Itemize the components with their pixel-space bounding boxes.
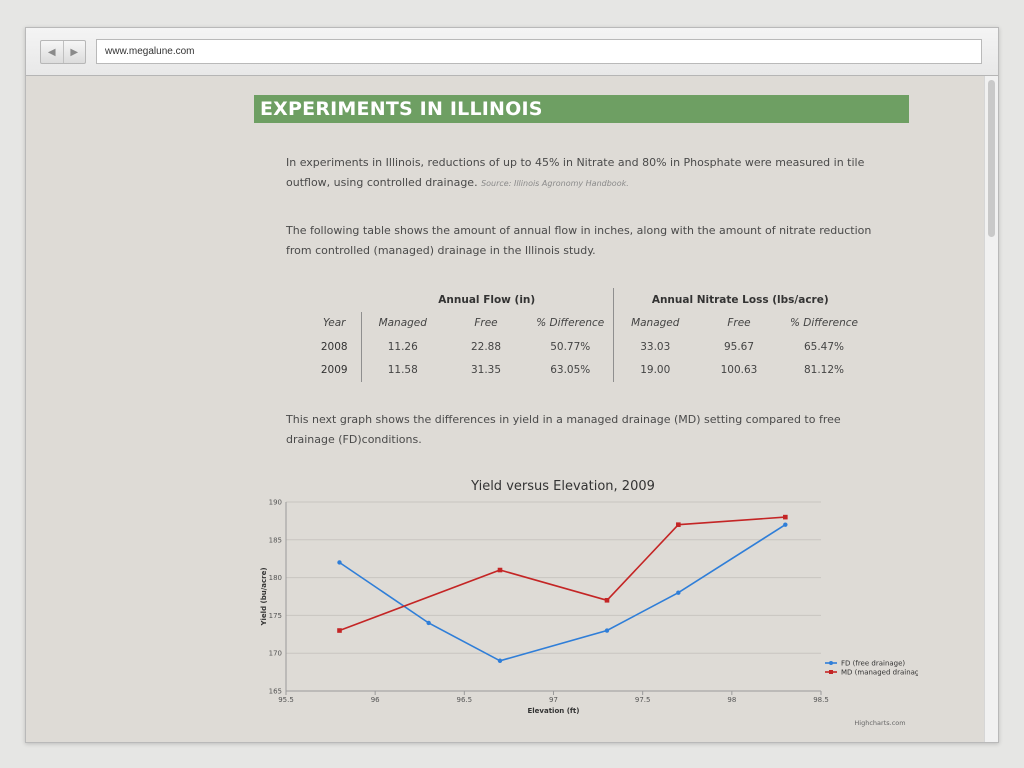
data-point — [783, 514, 788, 520]
y-tick-label: 175 — [269, 612, 282, 620]
source-citation: Source: Illinois Agronomy Handbook. — [481, 179, 629, 188]
legend-label: FD (free drainage) — [841, 660, 905, 668]
x-tick-label: 98 — [727, 696, 736, 704]
graph-intro-paragraph: This next graph shows the differences in… — [286, 413, 841, 446]
chart-svg: Yield versus Elevation, 2009 165 170 175 180… — [260, 479, 918, 727]
x-tick-label: 96 — [371, 696, 380, 704]
browser-window: ◀ ▶ www.megalune.com EXPERIMENTS IN ILLI… — [25, 27, 999, 743]
chart-credit: Highcharts.com — [854, 719, 905, 727]
table-cell: 65.47% — [803, 340, 845, 353]
table-cell: 11.26 — [360, 335, 444, 359]
data-point — [426, 620, 431, 626]
data-point — [676, 590, 681, 595]
back-arrow-icon[interactable]: ◀ — [47, 46, 56, 58]
table-cell: 2009 — [320, 364, 348, 377]
data-point — [497, 658, 503, 663]
x-tick-label: 97.5 — [635, 696, 651, 704]
page-title: EXPERIMENTS IN ILLINOIS — [260, 98, 543, 120]
x-axis-label: Elevation (ft) — [528, 707, 580, 715]
x-tick-label: 98.5 — [813, 696, 829, 704]
column-header: Free — [474, 317, 498, 330]
legend-marker — [829, 670, 833, 674]
flow-table: Annual Flow (in) Annual Nitrate Loss (lb… — [308, 288, 867, 382]
data-point — [497, 567, 503, 573]
table-cell: 2008 — [320, 340, 348, 353]
scrollbar-thumb[interactable] — [988, 80, 995, 237]
data-point — [783, 522, 788, 527]
table-cell: 19.00 — [612, 358, 697, 382]
y-tick-label: 190 — [269, 499, 282, 507]
page-title-banner: EXPERIMENTS IN ILLINOIS — [254, 95, 909, 123]
table-cell: 81.12% — [803, 364, 845, 377]
yield-elevation-chart: Yield versus Elevation, 2009 165 170 175 180… — [258, 471, 918, 735]
x-tick-label: 97 — [549, 696, 558, 704]
address-bar[interactable]: www.megalune.com — [96, 39, 982, 64]
column-header: Year — [323, 317, 346, 330]
group-header-flow: Annual Flow (in) — [438, 293, 536, 306]
column-header: Managed — [360, 311, 444, 335]
data-point — [604, 597, 610, 603]
series-line-md — [339, 516, 786, 632]
browser-toolbar: ◀ ▶ www.megalune.com — [26, 28, 998, 76]
intro-paragraph: In experiments in Illinois, reductions o… — [286, 153, 886, 194]
data-point — [337, 628, 342, 633]
forward-arrow-icon[interactable]: ▶ — [62, 41, 86, 63]
table-cell: 100.63 — [720, 364, 758, 377]
column-header: % Difference — [789, 317, 859, 330]
data-point — [604, 628, 610, 633]
table-row: 2009 11.58 31.35 63.05% 19.00 100.63 81.… — [308, 358, 867, 382]
series-line-fd — [339, 524, 786, 662]
column-header: Managed — [612, 311, 697, 335]
scrollbar[interactable] — [984, 76, 998, 742]
chart-title: Yield versus Elevation, 2009 — [470, 479, 655, 494]
y-tick-label: 180 — [269, 574, 282, 582]
table-cell: 63.05% — [550, 364, 591, 377]
table-cell: 31.35 — [470, 364, 502, 377]
table-cell: 33.03 — [612, 335, 697, 359]
table-intro-paragraph: The following table shows the amount of … — [286, 224, 872, 257]
table-cell: 11.58 — [360, 358, 444, 382]
y-tick-label: 170 — [269, 650, 282, 658]
legend-marker — [829, 661, 833, 665]
table-cell: 95.67 — [723, 340, 755, 353]
table-group-header-row: Annual Flow (in) Annual Nitrate Loss (lb… — [308, 288, 867, 312]
table-row: 2008 11.26 22.88 50.77% 33.03 95.67 65.4… — [308, 335, 867, 359]
column-header: Free — [727, 317, 751, 330]
table-cell: 22.88 — [470, 340, 502, 353]
nav-buttons: ◀ ▶ — [40, 40, 86, 64]
table-cell: 50.77% — [550, 340, 591, 353]
x-tick-label: 95.5 — [278, 696, 294, 704]
y-axis-label: Yield (bu/acre) — [260, 567, 268, 626]
y-tick-label: 185 — [269, 536, 282, 544]
data-point — [676, 522, 681, 527]
group-header-nitrate: Annual Nitrate Loss (lbs/acre) — [612, 288, 867, 312]
page-content: EXPERIMENTS IN ILLINOIS In experiments i… — [26, 76, 985, 742]
x-tick-label: 96.5 — [457, 696, 473, 704]
y-tick-label: 165 — [269, 688, 282, 696]
legend-label: MD (managed drainage) — [841, 669, 918, 677]
data-point — [337, 560, 342, 565]
column-header: % Difference — [536, 317, 605, 330]
table-header-row: Year Managed Free % Difference Managed F… — [308, 311, 867, 335]
intro-text: In experiments in Illinois, reductions o… — [286, 156, 865, 189]
